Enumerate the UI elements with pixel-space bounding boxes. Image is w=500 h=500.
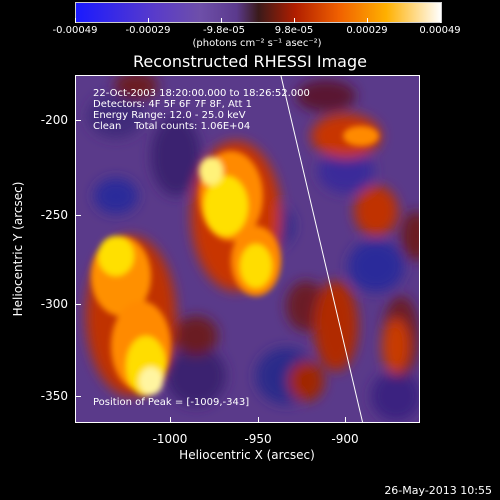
y-tick-label: -200: [40, 113, 68, 127]
colorbar-label: -9.8e-05: [203, 25, 245, 36]
colorbar-label: 0.00049: [419, 25, 461, 36]
y-tick-label: -300: [40, 297, 68, 311]
colorbar: [75, 2, 442, 23]
colorbar-tick: [148, 18, 149, 23]
y-tickmark: [75, 215, 81, 216]
colorbar-units: (photons cm⁻² s⁻¹ asec⁻²): [192, 38, 322, 49]
y-axis-label: Heliocentric Y (arcsec): [11, 181, 25, 317]
x-tick-label: -1000: [152, 432, 188, 446]
info-peak-position: Position of Peak = [-1009,-343]: [93, 397, 250, 408]
y-tick-label: -250: [40, 208, 68, 222]
solar-limb-line: [280, 76, 364, 422]
x-tick-label: -950: [244, 432, 272, 446]
x-tickmark: [345, 417, 346, 423]
y-tickmark: [75, 304, 81, 305]
y-tick-label: -350: [40, 389, 68, 403]
colorbar-tick: [367, 18, 368, 23]
colorbar-tick: [440, 18, 441, 23]
y-tickmark: [75, 396, 81, 397]
colorbar-tick: [221, 18, 222, 23]
generation-date: 26-May-2013 10:55: [384, 484, 492, 497]
x-axis-label: Heliocentric X (arcsec): [179, 448, 315, 462]
image-map: [76, 76, 419, 422]
colorbar-label: -0.00049: [52, 25, 98, 36]
colorbar-label: -0.00029: [125, 25, 171, 36]
info-clean: Clean Total counts: 1.06E+04: [93, 121, 251, 132]
colorbar-label: 0.00029: [346, 25, 388, 36]
x-tickmark: [258, 417, 259, 423]
info-detectors: Detectors: 4F 5F 6F 7F 8F, Att 1: [93, 99, 253, 110]
x-tickmark: [170, 417, 171, 423]
colorbar-tick: [75, 18, 76, 23]
rhessi-image: [75, 75, 420, 423]
info-energy: Energy Range: 12.0 - 25.0 keV: [93, 110, 246, 121]
colorbar-tick: [294, 18, 295, 23]
plot-title: Reconstructed RHESSI Image: [133, 52, 367, 71]
x-tick-label: -900: [331, 432, 359, 446]
colorbar-label: 9.8e-05: [274, 25, 314, 36]
info-time-range: 22-Oct-2003 18:20:00.000 to 18:26:52.000: [93, 88, 310, 99]
y-tickmark: [75, 120, 81, 121]
